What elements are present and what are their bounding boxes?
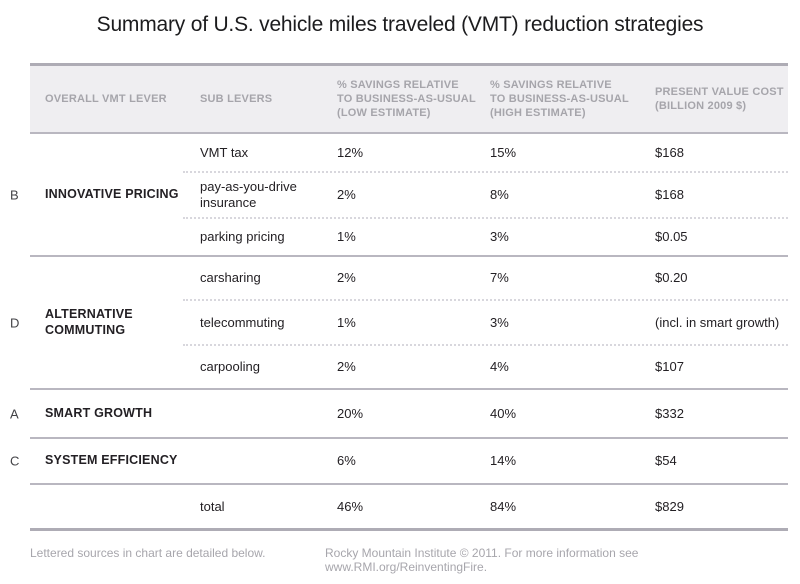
sub-lever-cell: VMT tax <box>200 144 249 160</box>
lever-label: ALTERNATIVE COMMUTING <box>45 306 133 337</box>
low-estimate-cell: 1% <box>337 314 356 330</box>
cost-cell: $0.20 <box>655 270 688 286</box>
table-row: VMT tax 12% 15% $168 <box>183 134 788 171</box>
sub-lever-cell: parking pricing <box>200 229 285 245</box>
low-estimate-cell: 2% <box>337 359 356 375</box>
footnote-sources: Lettered sources in chart are detailed b… <box>30 546 266 560</box>
cost-cell: $168 <box>655 187 684 203</box>
low-estimate-cell: 2% <box>337 270 356 286</box>
total-low-cell: 46% <box>337 498 364 514</box>
cost-cell: $168 <box>655 144 684 160</box>
high-estimate-cell: 3% <box>490 314 509 330</box>
sub-lever-cell: telecommuting <box>200 314 285 330</box>
table-row: 6% 14% $54 <box>183 439 788 483</box>
sub-lever-cell: pay-as-you-drive insurance <box>200 179 297 210</box>
total-label-cell: total <box>200 498 225 514</box>
lever-label: SYSTEM EFFICIENCY <box>45 453 178 468</box>
lever-label: INNOVATIVE PRICING <box>45 186 179 201</box>
source-letter: D <box>10 315 20 330</box>
low-estimate-cell: 12% <box>337 144 364 160</box>
high-estimate-cell: 14% <box>490 453 517 469</box>
column-header-overall-vmt-lever: OVERALL VMT LEVER <box>45 92 167 105</box>
column-header-high-estimate: % SAVINGS RELATIVE TO BUSINESS-AS-USUAL … <box>490 78 629 120</box>
sub-lever-rows: VMT tax 12% 15% $168 pay-as-you-drive in… <box>183 134 788 255</box>
high-estimate-cell: 8% <box>490 187 509 203</box>
table-row: total 46% 84% $829 <box>183 485 788 528</box>
high-estimate-cell: 4% <box>490 359 509 375</box>
vmt-strategies-table: OVERALL VMT LEVER SUB LEVERS % SAVINGS R… <box>10 63 788 531</box>
source-letter: A <box>10 406 19 421</box>
group-alternative-commuting: D ALTERNATIVE COMMUTING carsharing 2% 7%… <box>10 255 788 388</box>
low-estimate-cell: 2% <box>337 187 356 203</box>
cost-cell: $332 <box>655 405 684 421</box>
group-innovative-pricing: B INNOVATIVE PRICING VMT tax 12% 15% $16… <box>10 132 788 255</box>
high-estimate-cell: 3% <box>490 229 509 245</box>
table-header-row: OVERALL VMT LEVER SUB LEVERS % SAVINGS R… <box>30 66 788 132</box>
total-cost-cell: $829 <box>655 498 684 514</box>
source-letter: C <box>10 453 20 469</box>
source-letter: B <box>10 187 19 202</box>
column-header-sub-levers: SUB LEVERS <box>200 92 273 105</box>
sub-lever-rows: 6% 14% $54 <box>183 439 788 483</box>
low-estimate-cell: 6% <box>337 453 356 469</box>
table-row: 20% 40% $332 <box>183 390 788 437</box>
cost-cell: $54 <box>655 453 677 469</box>
high-estimate-cell: 40% <box>490 405 517 421</box>
cost-cell: (incl. in smart growth) <box>655 314 780 330</box>
total-spacer <box>30 485 183 528</box>
cost-cell: $0.05 <box>655 229 688 245</box>
total-row: total 46% 84% $829 <box>30 483 788 528</box>
high-estimate-cell: 15% <box>490 144 517 160</box>
sub-lever-rows: 20% 40% $332 <box>183 390 788 437</box>
column-header-low-estimate: % SAVINGS RELATIVE TO BUSINESS-AS-USUAL … <box>337 78 476 120</box>
table-row: pay-as-you-drive insurance 2% 8% $168 <box>183 171 788 217</box>
high-estimate-cell: 7% <box>490 270 509 286</box>
credit-line: Rocky Mountain Institute © 2011. For mor… <box>325 546 639 574</box>
low-estimate-cell: 1% <box>337 229 356 245</box>
figure-title: Summary of U.S. vehicle miles traveled (… <box>96 13 704 36</box>
column-header-present-value-cost: PRESENT VALUE COST (BILLION 2009 $) <box>655 85 784 112</box>
cost-cell: $107 <box>655 359 684 375</box>
low-estimate-cell: 20% <box>337 405 364 421</box>
table-row: carsharing 2% 7% $0.20 <box>183 257 788 299</box>
sub-lever-cell: carpooling <box>200 359 260 375</box>
total-cells: total 46% 84% $829 <box>183 485 788 528</box>
group-smart-growth: A SMART GROWTH 20% 40% $332 <box>10 388 788 437</box>
sub-lever-cell: carsharing <box>200 270 261 286</box>
table-row: telecommuting 1% 3% (incl. in smart grow… <box>183 299 788 344</box>
group-system-efficiency: C SYSTEM EFFICIENCY 6% 14% $54 <box>10 437 788 483</box>
table-row: carpooling 2% 4% $107 <box>183 344 788 388</box>
table-row: parking pricing 1% 3% $0.05 <box>183 217 788 255</box>
sub-lever-rows: carsharing 2% 7% $0.20 telecommuting 1% … <box>183 257 788 388</box>
total-high-cell: 84% <box>490 498 517 514</box>
lever-label: SMART GROWTH <box>45 405 153 420</box>
